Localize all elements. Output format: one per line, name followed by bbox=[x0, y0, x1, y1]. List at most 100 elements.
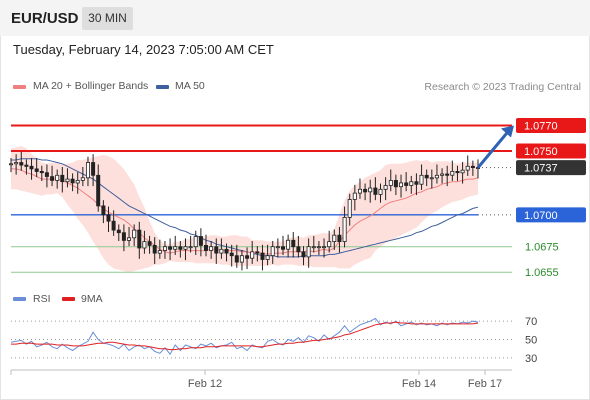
x-tick-label: Feb 17 bbox=[468, 378, 502, 390]
chart-header: EUR/USD 30 MIN bbox=[0, 0, 590, 36]
candle-body bbox=[178, 246, 183, 250]
candle-body bbox=[450, 170, 455, 176]
ma50-legend-swatch bbox=[156, 85, 169, 89]
candle-body bbox=[219, 248, 224, 254]
candle-body bbox=[183, 246, 188, 250]
candle-body bbox=[111, 220, 116, 231]
candle-body bbox=[193, 236, 198, 248]
candle-body bbox=[75, 179, 80, 184]
ma9-legend-label: 9MA bbox=[81, 293, 103, 305]
candle-body bbox=[50, 176, 55, 181]
candle-body bbox=[91, 162, 96, 176]
candle-body bbox=[132, 229, 137, 239]
candle-body bbox=[152, 244, 157, 254]
support-level-label: 1.0655 bbox=[525, 267, 559, 279]
candle-body bbox=[142, 241, 147, 249]
candle-body bbox=[34, 168, 39, 172]
candle-body bbox=[106, 214, 111, 222]
candle-body bbox=[311, 246, 316, 249]
candle-body bbox=[316, 246, 321, 249]
candle-body bbox=[245, 255, 250, 259]
candle-body bbox=[234, 255, 239, 263]
candle-body bbox=[419, 174, 424, 185]
candle-body bbox=[424, 174, 429, 179]
candle-body bbox=[203, 244, 208, 251]
candle-body bbox=[280, 246, 285, 250]
chart-datetime: Tuesday, February 14, 2023 7:05:00 AM CE… bbox=[13, 42, 274, 57]
candle-body bbox=[357, 188, 362, 194]
candle-body bbox=[55, 174, 60, 181]
candle-body bbox=[321, 246, 326, 249]
candle-body bbox=[14, 162, 19, 165]
candle-body bbox=[404, 182, 409, 186]
candle-body bbox=[229, 252, 234, 257]
candle-body bbox=[127, 237, 132, 241]
candle-body bbox=[44, 172, 49, 177]
candle-body bbox=[137, 229, 142, 249]
candle-body bbox=[275, 246, 280, 249]
rsi-legend-label: RSI bbox=[33, 293, 51, 305]
candle-body bbox=[465, 165, 470, 171]
candle-body bbox=[434, 174, 439, 179]
candle-body bbox=[393, 179, 398, 188]
candle-body bbox=[409, 181, 414, 186]
level-badge-0 bbox=[516, 118, 586, 134]
candle-body bbox=[65, 178, 70, 183]
candle-body bbox=[291, 239, 296, 248]
candle-body bbox=[173, 246, 178, 250]
candle-body bbox=[19, 162, 24, 166]
candle-body bbox=[398, 182, 403, 188]
candle-body bbox=[352, 192, 357, 200]
support-level-label: 1.0675 bbox=[525, 242, 559, 254]
rsi-level-label: 30 bbox=[525, 353, 537, 365]
rsi-level-label: 70 bbox=[525, 316, 537, 328]
candle-body bbox=[470, 165, 475, 169]
candle-body bbox=[86, 162, 91, 179]
forecast-arrow-shaft bbox=[476, 129, 511, 169]
symbol-label: EUR/USD bbox=[11, 10, 79, 27]
candle-body bbox=[29, 165, 34, 170]
level-badge-1 bbox=[516, 143, 586, 159]
level-badge-label: 1.0737 bbox=[524, 163, 558, 175]
candle-body bbox=[388, 179, 393, 186]
candle-body bbox=[250, 251, 255, 259]
candle-body bbox=[70, 178, 75, 184]
level-badge-label: 1.0750 bbox=[524, 146, 558, 158]
candle-body bbox=[383, 185, 388, 190]
candle-body bbox=[455, 170, 460, 174]
level-badge-2 bbox=[516, 160, 586, 176]
ma20-legend-label: MA 20 + Bollinger Bands bbox=[33, 80, 149, 92]
forecast-arrow-head bbox=[501, 125, 514, 138]
candle-body bbox=[440, 173, 445, 176]
candle-body bbox=[8, 163, 13, 166]
candle-body bbox=[60, 174, 65, 183]
candle-body bbox=[214, 246, 219, 254]
candle-body bbox=[337, 234, 342, 242]
rsi-line bbox=[10, 317, 479, 356]
candle-body bbox=[378, 188, 383, 195]
rsi-legend-swatch bbox=[13, 297, 26, 301]
candle-body bbox=[270, 246, 275, 256]
candle-body bbox=[239, 255, 244, 263]
candle-body bbox=[101, 205, 106, 216]
candle-body bbox=[168, 246, 173, 250]
level-badge-label: 1.0700 bbox=[524, 210, 558, 222]
x-tick-label: Feb 12 bbox=[188, 378, 222, 390]
candle-body bbox=[347, 199, 352, 218]
x-tick-label: Feb 14 bbox=[402, 378, 436, 390]
candle-body bbox=[414, 181, 419, 185]
candle-body bbox=[460, 169, 465, 174]
bollinger-band-area bbox=[11, 145, 478, 273]
candle-body bbox=[260, 252, 265, 260]
rsi-ma9-line bbox=[11, 321, 479, 351]
candle-body bbox=[265, 255, 270, 260]
candle-body bbox=[306, 246, 311, 258]
candle-body bbox=[301, 251, 306, 258]
candle-body bbox=[39, 170, 44, 174]
ma9-legend-swatch bbox=[62, 297, 75, 301]
candle-body bbox=[296, 246, 301, 253]
candle-body bbox=[445, 173, 450, 176]
timeframe-button[interactable]: 30 MIN bbox=[82, 7, 133, 30]
research-credit: Research © 2023 Trading Central bbox=[424, 81, 581, 93]
